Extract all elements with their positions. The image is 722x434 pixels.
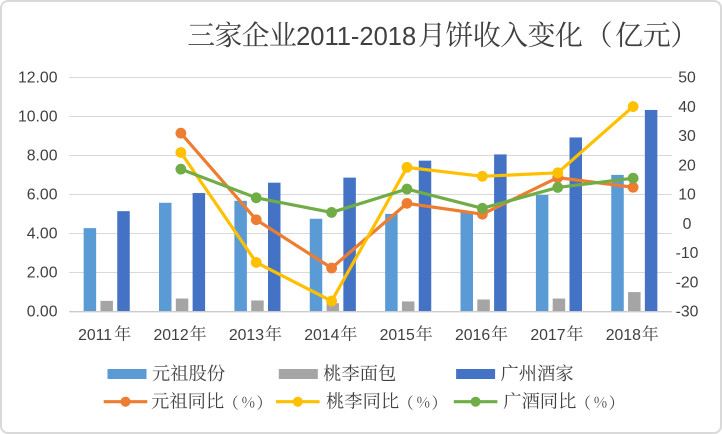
svg-text:50: 50 xyxy=(678,70,696,87)
svg-text:2011-2018: 2011-2018 xyxy=(296,23,416,51)
svg-text:2012: 2012 xyxy=(153,327,188,344)
svg-text:2017: 2017 xyxy=(530,327,565,344)
svg-text:4.00: 4.00 xyxy=(27,226,58,243)
svg-text:0.00: 0.00 xyxy=(27,304,58,321)
svg-text:10: 10 xyxy=(678,187,696,204)
svg-text:-30: -30 xyxy=(676,304,699,321)
svg-text:2015: 2015 xyxy=(380,327,415,344)
svg-text:20: 20 xyxy=(678,157,696,174)
svg-text:6.00: 6.00 xyxy=(27,187,58,204)
svg-text:2016: 2016 xyxy=(455,327,490,344)
svg-text:2014: 2014 xyxy=(304,327,339,344)
svg-text:10.00: 10.00 xyxy=(18,109,58,126)
svg-text:2.00: 2.00 xyxy=(27,265,58,282)
svg-text:30: 30 xyxy=(678,128,696,145)
svg-text:40: 40 xyxy=(678,99,696,116)
svg-text:-20: -20 xyxy=(676,274,699,291)
svg-text:2011: 2011 xyxy=(78,327,112,344)
svg-text:-10: -10 xyxy=(676,245,699,262)
svg-text:0: 0 xyxy=(683,216,692,233)
svg-text:2013: 2013 xyxy=(229,327,264,344)
svg-text:2018: 2018 xyxy=(606,327,641,344)
svg-text:8.00: 8.00 xyxy=(27,148,58,165)
svg-text:12.00: 12.00 xyxy=(18,70,58,87)
